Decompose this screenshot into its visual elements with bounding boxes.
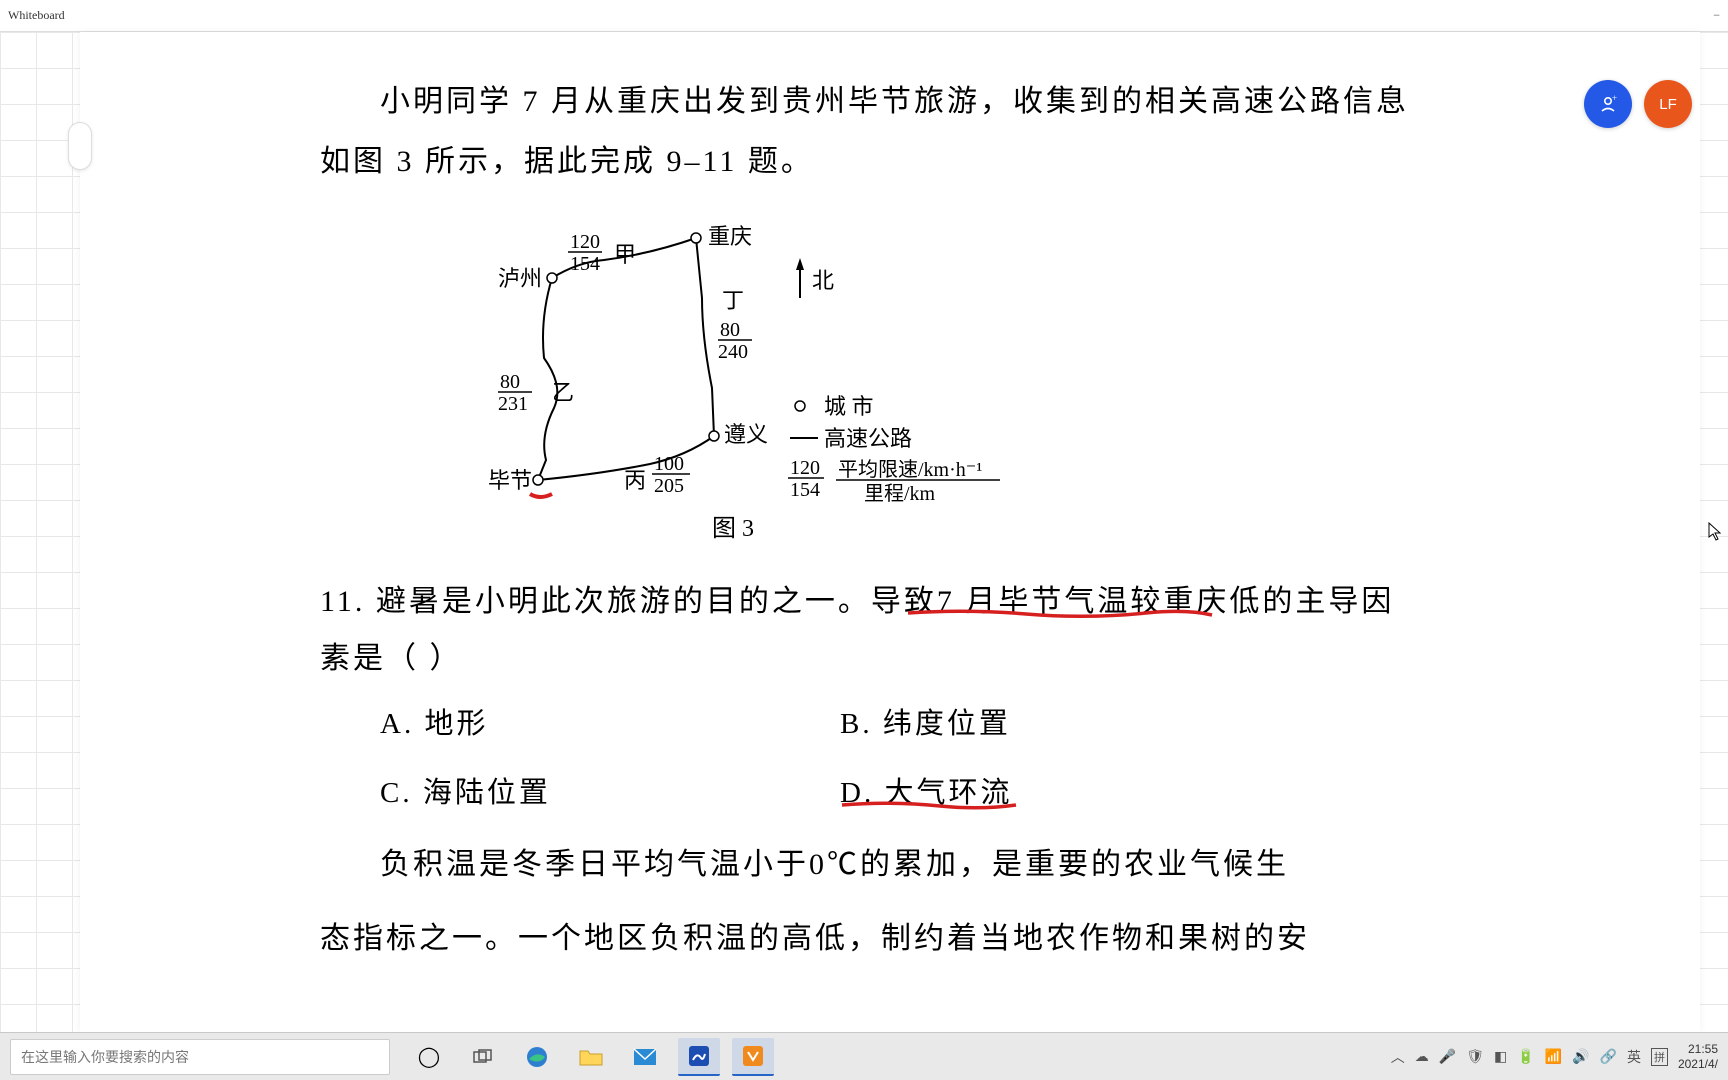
tray-date: 2021/4/: [1678, 1057, 1718, 1071]
legend-dist-unit: 里程/km: [864, 482, 936, 505]
city-bijie-node: [533, 475, 543, 485]
tray-chevron-icon[interactable]: ︿: [1391, 1047, 1405, 1067]
figure-3-map: 重庆 泸州 遵义 毕节 120 154 甲 丁 80: [440, 208, 1420, 553]
seg-ding-speed: 80: [720, 319, 740, 341]
document-page: 小明同学 7 月从重庆出发到贵州毕节旅游，收集到的相关高速公路信息如图 3 所示…: [80, 32, 1700, 1032]
tray-battery-icon[interactable]: 🔋: [1517, 1048, 1534, 1065]
option-a: A. 地形: [380, 697, 580, 752]
file-explorer-icon[interactable]: [570, 1038, 612, 1076]
windows-taskbar[interactable]: 在这里输入你要搜索的内容 ◯ ︿ ☁ 🎤 🛡 ◧ 🔋 📶 🔊 🔗 英: [0, 1032, 1728, 1080]
seg-ding-dist: 240: [718, 341, 748, 363]
seg-jia-label: 甲: [614, 242, 636, 267]
ime-lang[interactable]: 英: [1627, 1047, 1641, 1067]
edge-browser-icon[interactable]: [516, 1038, 558, 1076]
next-paragraph-line2: 态指标之一。一个地区负积温的高低，制约着当地农作物和果树的安: [320, 909, 1420, 969]
svg-text:+: +: [1612, 94, 1617, 103]
option-d: D. 大气环流: [840, 766, 1040, 821]
intro-paragraph: 小明同学 7 月从重庆出发到贵州毕节旅游，收集到的相关高速公路信息如图 3 所示…: [320, 72, 1420, 192]
next-paragraph-line1: 负积温是冬季日平均气温小于0℃的累加，是重要的农业气候生: [320, 835, 1420, 895]
legend-speed-unit: 平均限速/km·h⁻¹: [838, 458, 982, 481]
seg-bing-dist: 205: [654, 475, 684, 497]
tray-misc-icon[interactable]: ◧: [1494, 1048, 1507, 1065]
window-titlebar: Whiteboard −: [0, 0, 1728, 32]
seg-yi-label: 乙: [552, 380, 574, 405]
city-zunyi-label: 遵义: [724, 422, 768, 447]
route-path: [538, 238, 714, 480]
mail-icon[interactable]: [624, 1038, 666, 1076]
search-placeholder: 在这里输入你要搜索的内容: [21, 1047, 189, 1067]
legend-highway: 高速公路: [824, 426, 912, 451]
tray-link-icon[interactable]: 🔗: [1600, 1048, 1617, 1065]
taskbar-app-icons: ◯: [408, 1038, 774, 1076]
option-c: C. 海陆位置: [380, 766, 580, 821]
legend-sample-speed: 120: [790, 457, 820, 479]
avatar-user-2[interactable]: LF: [1644, 80, 1692, 128]
red-underline-keyword: [906, 607, 1216, 621]
cortana-icon[interactable]: ◯: [408, 1038, 450, 1076]
bijie-red-mark: [530, 494, 552, 497]
legend-sample-dist: 154: [790, 479, 820, 501]
city-chongqing-label: 重庆: [708, 224, 752, 249]
seg-yi-speed: 80: [500, 371, 520, 393]
option-b: B. 纬度位置: [840, 697, 1040, 752]
seg-ding-label: 丁: [722, 288, 744, 313]
tray-time: 21:55: [1678, 1042, 1718, 1056]
q-number: 11.: [320, 585, 365, 618]
figure-caption: 图 3: [712, 516, 754, 542]
city-chongqing-node: [691, 233, 701, 243]
seg-bing-speed: 100: [654, 453, 684, 475]
whiteboard-app-icon[interactable]: [678, 1038, 720, 1076]
city-luzhou-node: [547, 273, 557, 283]
avatar-user-1[interactable]: +: [1584, 80, 1632, 128]
compass-label: 北: [812, 268, 834, 293]
tray-volume-icon[interactable]: 🔊: [1572, 1048, 1589, 1065]
tray-mic-icon[interactable]: 🎤: [1439, 1048, 1456, 1065]
question-11: 11. 避暑是小明此次旅游的目的之一。导致7 月毕节气温较重庆低的主导因素是（ …: [320, 573, 1420, 821]
seg-jia-speed: 120: [570, 231, 600, 253]
tray-onedrive-icon[interactable]: ☁: [1415, 1048, 1429, 1065]
seg-jia-dist: 154: [570, 253, 600, 275]
window-minimize-button[interactable]: −: [1713, 8, 1720, 23]
red-underline-option-d: [840, 800, 1020, 812]
task-view-icon[interactable]: [462, 1038, 504, 1076]
system-tray[interactable]: ︿ ☁ 🎤 🛡 ◧ 🔋 📶 🔊 🔗 英 拼 21:55 2021/4/: [1391, 1042, 1718, 1071]
taskbar-search-input[interactable]: 在这里输入你要搜索的内容: [10, 1039, 390, 1075]
q-text-a: 避暑是小明此次旅游的目的之一。导致: [376, 585, 937, 618]
page-content: 小明同学 7 月从重庆出发到贵州毕节旅游，收集到的相关高速公路信息如图 3 所示…: [320, 72, 1420, 969]
city-zunyi-node: [709, 431, 719, 441]
options-block: A. 地形 B. 纬度位置 C. 海陆位置 D. 大气环流: [380, 697, 1420, 821]
window-title: Whiteboard: [8, 8, 65, 23]
toolbar-handle[interactable]: [68, 122, 92, 170]
app-orange-icon[interactable]: [732, 1038, 774, 1076]
person-icon: +: [1598, 94, 1618, 114]
collaborator-avatars: + LF: [1584, 80, 1692, 128]
tray-clock[interactable]: 21:55 2021/4/: [1678, 1042, 1718, 1071]
city-luzhou-label: 泸州: [498, 266, 542, 291]
seg-bing-label: 丙: [624, 468, 646, 493]
city-bijie-label: 毕节: [488, 468, 532, 493]
whiteboard-canvas[interactable]: 小明同学 7 月从重庆出发到贵州毕节旅游，收集到的相关高速公路信息如图 3 所示…: [0, 32, 1728, 1032]
tray-security-icon[interactable]: 🛡: [1466, 1048, 1484, 1065]
legend-city: 城 市: [824, 394, 874, 419]
ime-mode[interactable]: 拼: [1651, 1048, 1668, 1066]
tray-wifi-icon[interactable]: 📶: [1545, 1048, 1562, 1065]
seg-yi-dist: 231: [498, 393, 528, 415]
mouse-cursor-icon: [1708, 522, 1722, 547]
